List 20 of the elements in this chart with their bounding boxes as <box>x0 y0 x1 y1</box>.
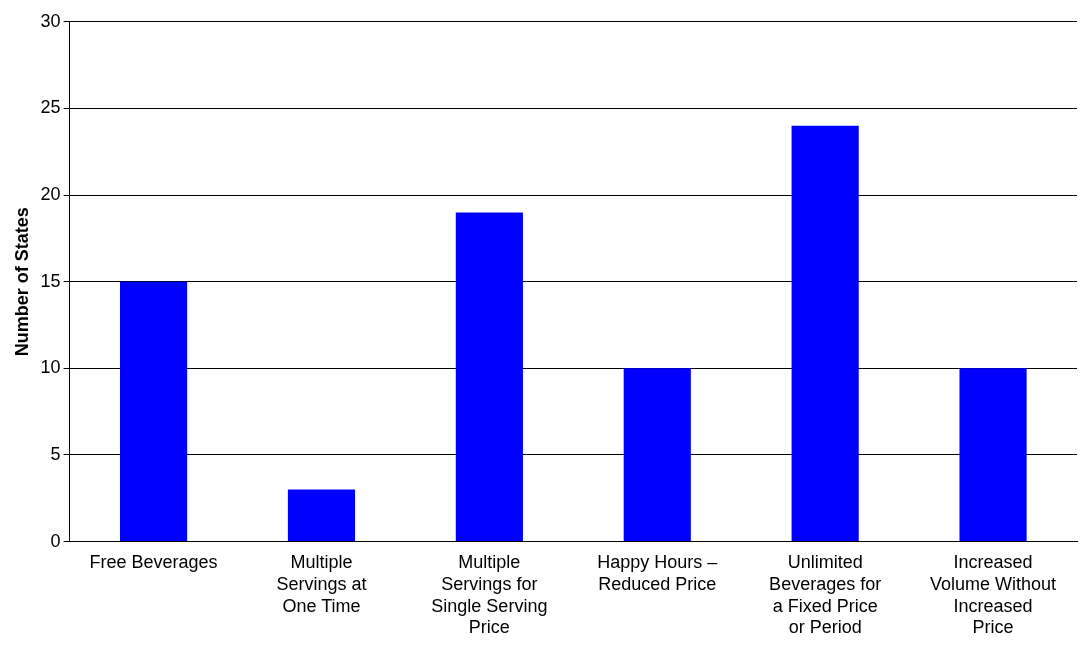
bar <box>119 281 188 542</box>
bar <box>791 125 859 542</box>
x-tick-label: Multiple Servings at One Time <box>276 552 367 616</box>
y-tick-label: 15 <box>40 270 61 291</box>
bar <box>959 368 1027 542</box>
bar <box>287 489 356 542</box>
x-tick-label: Multiple Servings for Single Serving Price <box>431 552 548 638</box>
y-tick-label: 0 <box>50 530 61 551</box>
y-axis-title: Number of States <box>11 207 32 357</box>
y-tick-label: 25 <box>40 97 61 118</box>
x-tick-label: Happy Hours – Reduced Price <box>597 552 718 594</box>
y-tick-label: 30 <box>40 10 61 31</box>
y-tick-label: 10 <box>40 357 61 378</box>
x-tick-label: Unlimited Beverages for a Fixed Price or Period <box>769 552 882 638</box>
y-tick-label: 5 <box>50 443 61 464</box>
bar <box>623 368 691 542</box>
x-tick-label: Free Beverages <box>89 552 218 573</box>
x-tick-label: Increased Volume Without Increased Price <box>930 552 1057 638</box>
bar <box>455 212 523 542</box>
y-tick-label: 20 <box>40 184 61 205</box>
